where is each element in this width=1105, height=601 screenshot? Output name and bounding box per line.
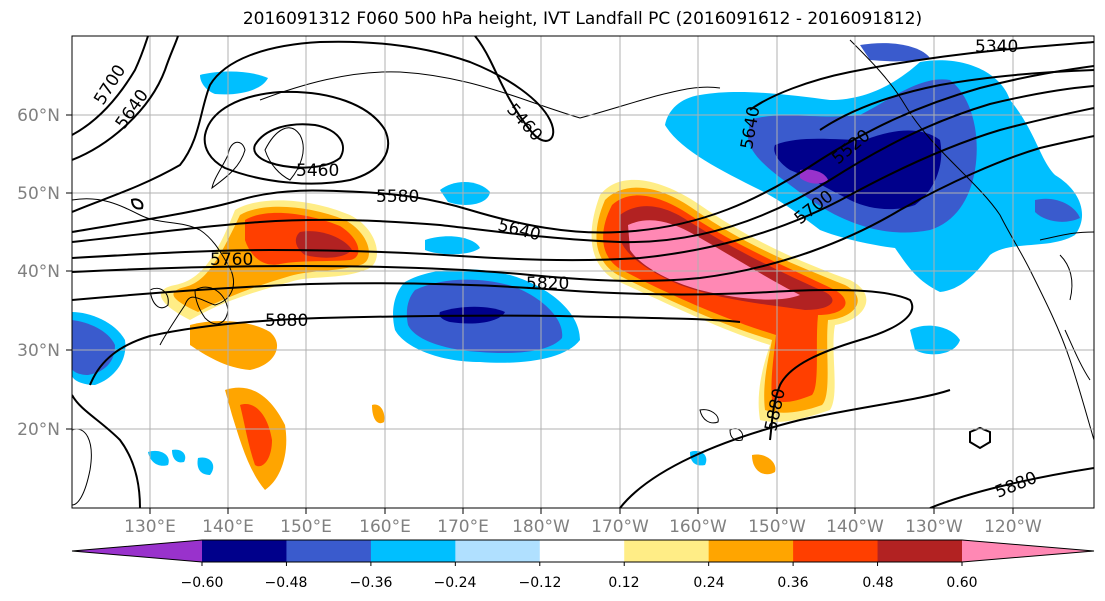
colorbar-tick-label: −0.36 <box>350 575 393 591</box>
lon-label: 140°W <box>826 517 884 537</box>
lat-label: 50°N <box>17 184 60 204</box>
colorbar-tick-labels: −0.60 −0.48 −0.36 −0.24 −0.12 0.12 0.24 … <box>181 575 978 591</box>
colorbar-tick-label: −0.48 <box>265 575 308 591</box>
colorbar-tick-label: 0.60 <box>946 575 977 591</box>
lon-label: 150°E <box>280 517 332 537</box>
colorbar-box <box>455 540 541 562</box>
map-frame <box>71 35 1095 509</box>
colorbar-box <box>624 540 710 562</box>
colorbar-box <box>877 540 963 562</box>
positive-anomaly-japan <box>160 200 776 490</box>
colorbar <box>71 539 1095 566</box>
contour-label: 5820 <box>526 274 569 294</box>
contour-label: 5760 <box>210 250 253 270</box>
contour-label: 5580 <box>376 187 419 207</box>
lon-label: 130°E <box>124 517 176 537</box>
lon-label: 170°E <box>437 517 489 537</box>
colorbar-box <box>793 540 879 562</box>
contour-label: 5460 <box>296 161 339 181</box>
contour-label: 5340 <box>975 37 1018 57</box>
colorbar-extend-low <box>72 540 202 562</box>
chart-title: 2016091312 F060 500 hPa height, IVT Land… <box>242 9 923 29</box>
colorbar-tick-label: −0.60 <box>181 575 224 591</box>
colorbar-box <box>202 540 287 562</box>
colorbar-tick-label: 0.12 <box>608 575 639 591</box>
colorbar-tick-label: 0.36 <box>777 575 808 591</box>
colorbar-extend-high <box>962 540 1094 562</box>
lon-label: 160°E <box>359 517 411 537</box>
contour-label: 5880 <box>265 311 308 331</box>
colorbar-tick-label: 0.24 <box>693 575 724 591</box>
lon-label: 160°W <box>669 517 727 537</box>
colorbar-tick-label: 0.48 <box>862 575 893 591</box>
latitude-labels: 60°N 50°N 40°N 30°N 20°N <box>17 106 60 440</box>
colorbar-tick-label: −0.12 <box>519 575 562 591</box>
lat-label: 20°N <box>17 420 60 440</box>
colorbar-box <box>370 540 456 562</box>
colorbar-tick-label: −0.24 <box>434 575 477 591</box>
lon-label: 130°W <box>905 517 963 537</box>
lon-label: 150°W <box>748 517 806 537</box>
height-contours <box>72 36 1094 508</box>
gridlines <box>72 36 1094 508</box>
lat-label: 40°N <box>17 262 60 282</box>
colorbar-box <box>539 540 625 562</box>
lat-label: 60°N <box>17 106 60 126</box>
colorbar-box <box>708 540 794 562</box>
lon-label: 180°W <box>512 517 570 537</box>
lat-label: 30°N <box>17 341 60 361</box>
lon-label: 120°W <box>984 517 1042 537</box>
colorbar-box <box>286 540 372 562</box>
lon-label: 170°W <box>591 517 649 537</box>
longitude-labels: 130°E 140°E 150°E 160°E 170°E 180°W 170°… <box>124 517 1042 537</box>
tick-marks <box>66 114 1014 514</box>
lon-label: 140°E <box>202 517 254 537</box>
